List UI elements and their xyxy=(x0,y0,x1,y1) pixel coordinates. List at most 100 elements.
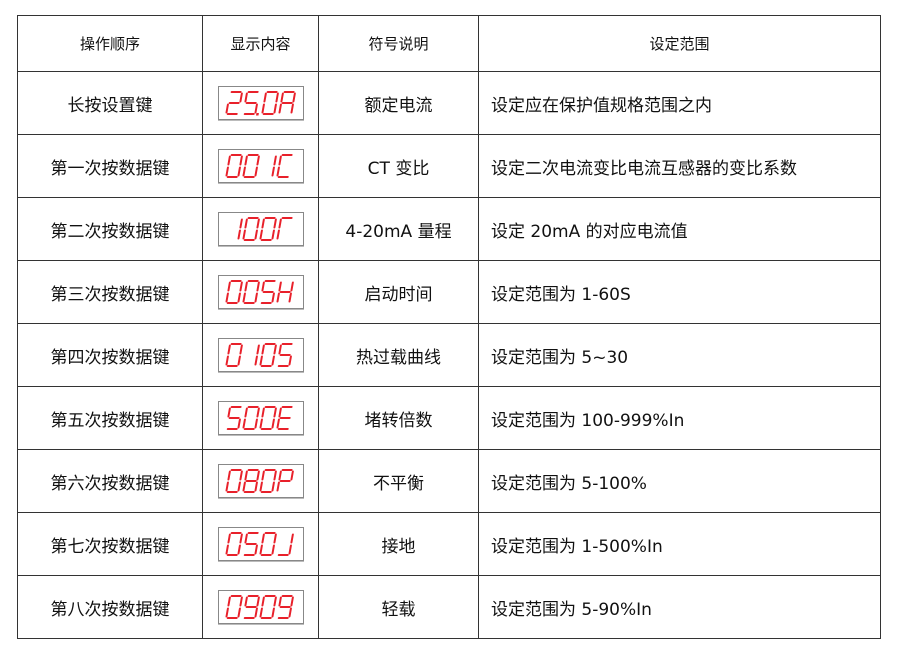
led-segments xyxy=(224,343,293,367)
segment-e xyxy=(277,103,282,114)
segment-e xyxy=(224,607,229,618)
led-segments xyxy=(224,154,293,178)
segment-e xyxy=(258,607,263,618)
header-operation: 操作顺序 xyxy=(17,15,203,72)
segment-c xyxy=(289,103,294,114)
segment-e xyxy=(224,544,229,555)
operation-cell: 第一次按数据键 xyxy=(17,134,203,198)
segment-b xyxy=(272,470,277,481)
segment-b xyxy=(272,407,277,418)
segment-c xyxy=(236,481,241,492)
segment-f xyxy=(243,218,248,229)
segment-f xyxy=(277,344,282,355)
operation-cell: 长按设置键 xyxy=(17,71,203,135)
header-row: 操作顺序 显示内容 符号说明 设定范围 xyxy=(17,15,881,72)
range-cell: 设定范围为 5-90%In xyxy=(478,575,881,639)
display-cell: 0105 xyxy=(202,323,319,387)
segment-f xyxy=(226,281,231,292)
led-display: 050J xyxy=(217,527,304,561)
range-cell: 设定范围为 5~30 xyxy=(478,323,881,387)
segment-f xyxy=(260,218,265,229)
segment-e xyxy=(275,481,280,492)
segment-e xyxy=(258,481,263,492)
segment-f xyxy=(226,407,231,418)
segment-b xyxy=(272,344,277,355)
segment-c xyxy=(270,355,275,366)
segment-c xyxy=(270,418,275,429)
symbol-cell: 启动时间 xyxy=(318,260,479,324)
operation-cell: 第三次按数据键 xyxy=(17,260,203,324)
segment-f xyxy=(277,281,282,292)
segment-b xyxy=(238,596,243,607)
operation-cell: 第二次按数据键 xyxy=(17,197,203,261)
segment-b xyxy=(238,281,243,292)
segment-c xyxy=(287,607,292,618)
segment-e xyxy=(275,166,280,177)
segment-b xyxy=(289,470,294,481)
range-cell: 设定范围为 100-999%In xyxy=(478,386,881,450)
segment-c xyxy=(236,607,241,618)
segment-e xyxy=(241,481,246,492)
led-display: 500E xyxy=(217,401,304,435)
segment-e xyxy=(260,103,265,114)
led-segments xyxy=(224,595,294,619)
display-cell: 005H xyxy=(202,260,319,324)
segment-f xyxy=(279,92,284,103)
segment-c xyxy=(287,544,292,555)
header-display: 显示内容 xyxy=(202,15,319,72)
led-display: 0105 xyxy=(217,338,304,372)
segment-c xyxy=(236,355,241,366)
symbol-cell: 热过载曲线 xyxy=(318,323,479,387)
operation-cell: 第四次按数据键 xyxy=(17,323,203,387)
display-cell: 001C xyxy=(202,134,319,198)
display-cell: 080P xyxy=(202,449,319,513)
range-cell: 设定范围为 1-500%In xyxy=(478,512,881,576)
segment-e xyxy=(258,544,263,555)
segment-c xyxy=(236,418,241,429)
segment-c xyxy=(236,229,241,240)
segment-b xyxy=(255,155,260,166)
segment-c xyxy=(253,166,258,177)
display-cell: 100Γ xyxy=(202,197,319,261)
segment-c xyxy=(253,481,258,492)
segment-e xyxy=(275,292,280,303)
segment-e xyxy=(224,166,229,177)
segment-f xyxy=(260,596,265,607)
segment-b xyxy=(289,533,294,544)
segment-c xyxy=(272,103,277,114)
segment-c xyxy=(253,607,258,618)
segment-f xyxy=(277,155,282,166)
segment-b xyxy=(291,92,296,103)
segment-b xyxy=(272,533,277,544)
segment-c xyxy=(270,166,275,177)
range-cell: 设定应在保护值规格范围之内 xyxy=(478,71,881,135)
segment-f xyxy=(277,470,282,481)
segment-f xyxy=(260,470,265,481)
led-segments xyxy=(224,469,294,493)
segment-b xyxy=(255,470,260,481)
segment-c xyxy=(253,418,258,429)
segment-b xyxy=(255,407,260,418)
segment-b xyxy=(272,155,277,166)
segment-b xyxy=(238,344,243,355)
segment-b xyxy=(238,470,243,481)
display-cell: 050J xyxy=(202,512,319,576)
operation-cell: 第五次按数据键 xyxy=(17,386,203,450)
segment-f xyxy=(243,470,248,481)
segment-e xyxy=(258,229,263,240)
segment-f xyxy=(277,596,282,607)
segment-f xyxy=(277,407,282,418)
segment-c xyxy=(236,292,241,303)
symbol-cell: 堵转倍数 xyxy=(318,386,479,450)
segment-f xyxy=(226,470,231,481)
segment-b xyxy=(238,92,243,103)
segment-c xyxy=(270,544,275,555)
symbol-cell: 不平衡 xyxy=(318,449,479,513)
segment-b xyxy=(255,596,260,607)
segment-c xyxy=(253,292,258,303)
segment-f xyxy=(243,407,248,418)
segment-c xyxy=(253,229,258,240)
table-row: 第五次按数据键 500E 堵转倍数 设定范围为 100-999%In xyxy=(17,386,881,450)
symbol-cell: CT 变比 xyxy=(318,134,479,198)
led-segments xyxy=(224,91,296,116)
